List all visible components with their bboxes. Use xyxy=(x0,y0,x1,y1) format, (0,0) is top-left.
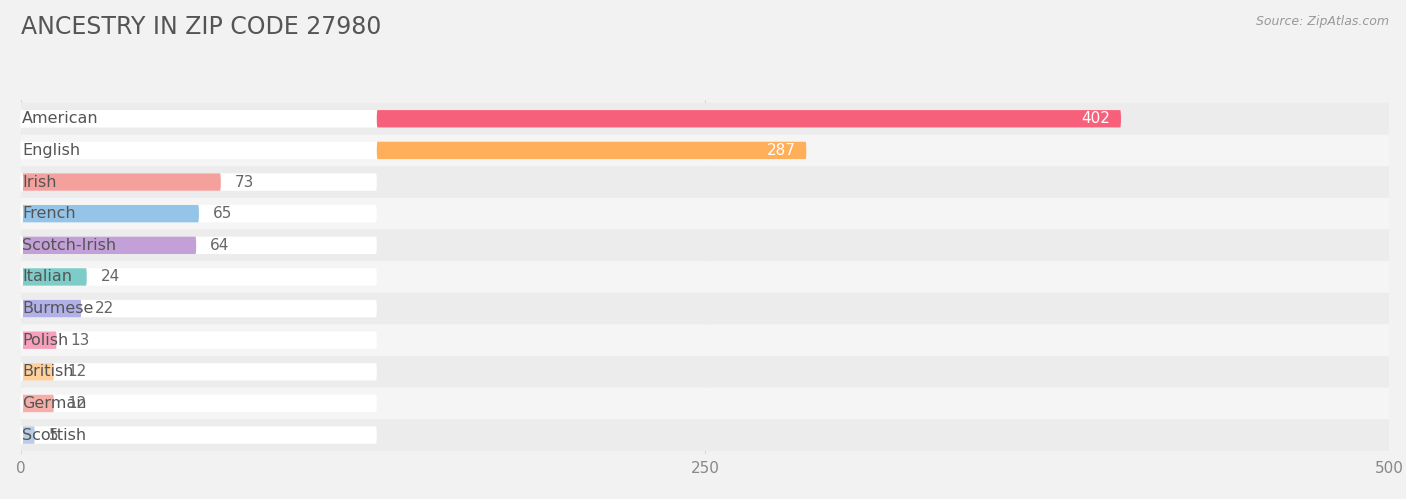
Text: 12: 12 xyxy=(67,396,87,411)
Circle shape xyxy=(21,426,22,444)
Text: English: English xyxy=(22,143,80,158)
FancyBboxPatch shape xyxy=(21,427,377,444)
Text: British: British xyxy=(22,364,75,379)
FancyBboxPatch shape xyxy=(21,205,198,223)
FancyBboxPatch shape xyxy=(377,142,807,159)
Text: 22: 22 xyxy=(96,301,114,316)
FancyBboxPatch shape xyxy=(21,300,82,317)
Circle shape xyxy=(21,237,22,254)
FancyBboxPatch shape xyxy=(15,230,1395,261)
Text: Source: ZipAtlas.com: Source: ZipAtlas.com xyxy=(1256,15,1389,28)
FancyBboxPatch shape xyxy=(15,261,1395,293)
Text: Irish: Irish xyxy=(22,175,56,190)
FancyBboxPatch shape xyxy=(15,135,1395,166)
FancyBboxPatch shape xyxy=(21,173,377,191)
FancyBboxPatch shape xyxy=(21,363,377,381)
Text: 12: 12 xyxy=(67,364,87,379)
Circle shape xyxy=(21,110,22,128)
Text: 65: 65 xyxy=(212,206,232,221)
FancyBboxPatch shape xyxy=(21,173,221,191)
Circle shape xyxy=(21,142,22,159)
FancyBboxPatch shape xyxy=(15,324,1395,356)
FancyBboxPatch shape xyxy=(21,427,35,444)
FancyBboxPatch shape xyxy=(15,388,1395,419)
Circle shape xyxy=(21,300,22,317)
FancyBboxPatch shape xyxy=(21,237,377,254)
FancyBboxPatch shape xyxy=(15,103,1395,135)
Circle shape xyxy=(21,205,22,223)
FancyBboxPatch shape xyxy=(21,110,1121,127)
Text: Scottish: Scottish xyxy=(22,428,87,443)
Text: 13: 13 xyxy=(70,333,90,348)
Text: Scotch-Irish: Scotch-Irish xyxy=(22,238,117,253)
Text: ANCESTRY IN ZIP CODE 27980: ANCESTRY IN ZIP CODE 27980 xyxy=(21,15,381,39)
Text: 5: 5 xyxy=(48,428,58,443)
Circle shape xyxy=(21,268,22,286)
Text: Italian: Italian xyxy=(22,269,72,284)
Circle shape xyxy=(21,363,22,381)
FancyBboxPatch shape xyxy=(21,205,377,223)
FancyBboxPatch shape xyxy=(21,142,807,159)
Text: 402: 402 xyxy=(1081,111,1111,126)
Text: Polish: Polish xyxy=(22,333,69,348)
FancyBboxPatch shape xyxy=(21,395,377,412)
Text: American: American xyxy=(22,111,98,126)
Text: 64: 64 xyxy=(209,238,229,253)
Text: 73: 73 xyxy=(235,175,254,190)
FancyBboxPatch shape xyxy=(15,293,1395,324)
FancyBboxPatch shape xyxy=(21,363,53,381)
Circle shape xyxy=(21,173,22,191)
Text: 287: 287 xyxy=(766,143,796,158)
FancyBboxPatch shape xyxy=(21,300,377,317)
Text: French: French xyxy=(22,206,76,221)
FancyBboxPatch shape xyxy=(21,331,377,349)
FancyBboxPatch shape xyxy=(15,198,1395,230)
FancyBboxPatch shape xyxy=(377,110,1121,127)
FancyBboxPatch shape xyxy=(21,268,377,285)
Text: German: German xyxy=(22,396,87,411)
FancyBboxPatch shape xyxy=(21,268,87,285)
Text: 24: 24 xyxy=(100,269,120,284)
FancyBboxPatch shape xyxy=(21,395,53,412)
FancyBboxPatch shape xyxy=(21,237,197,254)
FancyBboxPatch shape xyxy=(15,166,1395,198)
FancyBboxPatch shape xyxy=(15,356,1395,388)
Circle shape xyxy=(21,331,22,349)
FancyBboxPatch shape xyxy=(15,419,1395,451)
FancyBboxPatch shape xyxy=(21,331,56,349)
Text: Burmese: Burmese xyxy=(22,301,94,316)
Circle shape xyxy=(21,395,22,412)
